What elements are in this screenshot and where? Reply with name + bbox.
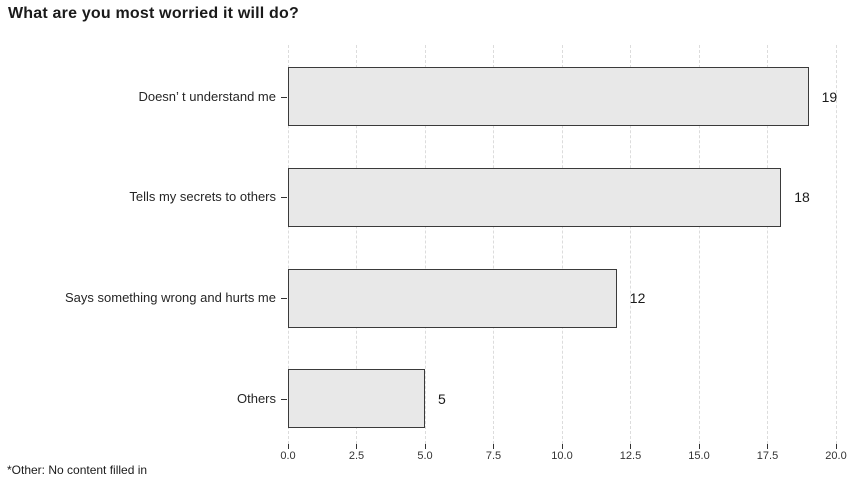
category-label: Doesn’ t understand me	[138, 88, 276, 104]
y-axis-tick	[281, 398, 287, 400]
gridline	[561, 45, 563, 444]
x-axis-tick	[561, 444, 563, 449]
x-axis-tick	[698, 444, 700, 449]
x-axis-tick-label: 15.0	[688, 450, 710, 462]
bar	[288, 67, 809, 126]
x-axis-tick-label: 20.0	[825, 450, 847, 462]
bar-value-label: 12	[629, 290, 646, 307]
bar-value-label: 5	[438, 390, 446, 407]
x-axis-tick	[287, 444, 289, 449]
x-axis-tick-label: 10.0	[551, 450, 573, 462]
gridline	[835, 45, 837, 444]
x-axis-tick-label: 5.0	[417, 450, 433, 462]
x-axis-tick	[493, 444, 494, 449]
bar-value-label: 18	[794, 189, 810, 206]
x-axis-tick-label: 2.5	[348, 450, 365, 462]
x-axis-tick	[767, 444, 768, 449]
gridline	[493, 45, 494, 444]
x-axis-tick	[356, 444, 357, 449]
gridline	[424, 45, 426, 444]
category-label: Says something wrong and hurts me	[65, 290, 276, 306]
chart-title: What are you most worried it will do?	[8, 5, 299, 22]
y-axis-tick	[281, 96, 287, 98]
x-axis-tick-label: 12.5	[619, 450, 642, 462]
y-axis-tick	[281, 197, 287, 199]
x-axis-tick-label: 17.5	[756, 450, 779, 462]
bar	[288, 268, 617, 328]
chart-footnote: *Other: No content filled in	[7, 463, 148, 477]
y-axis-tick	[281, 298, 287, 300]
gridline	[698, 45, 700, 444]
gridline	[356, 45, 357, 444]
x-axis-tick-label: 0.0	[280, 450, 296, 462]
bar-value-label: 19	[821, 88, 838, 105]
x-axis-tick	[630, 444, 631, 449]
x-axis-tick	[835, 444, 837, 449]
gridline	[630, 45, 631, 444]
bar	[288, 167, 782, 227]
category-label: Tells my secrets to others	[129, 189, 276, 205]
x-axis-tick	[424, 444, 426, 449]
gridline	[767, 45, 768, 444]
x-axis-tick-label: 7.5	[485, 450, 502, 462]
gridline	[287, 45, 289, 444]
bar	[288, 369, 425, 429]
category-label: Others	[236, 390, 276, 406]
plot-area: 19 18 12 5	[287, 45, 838, 444]
